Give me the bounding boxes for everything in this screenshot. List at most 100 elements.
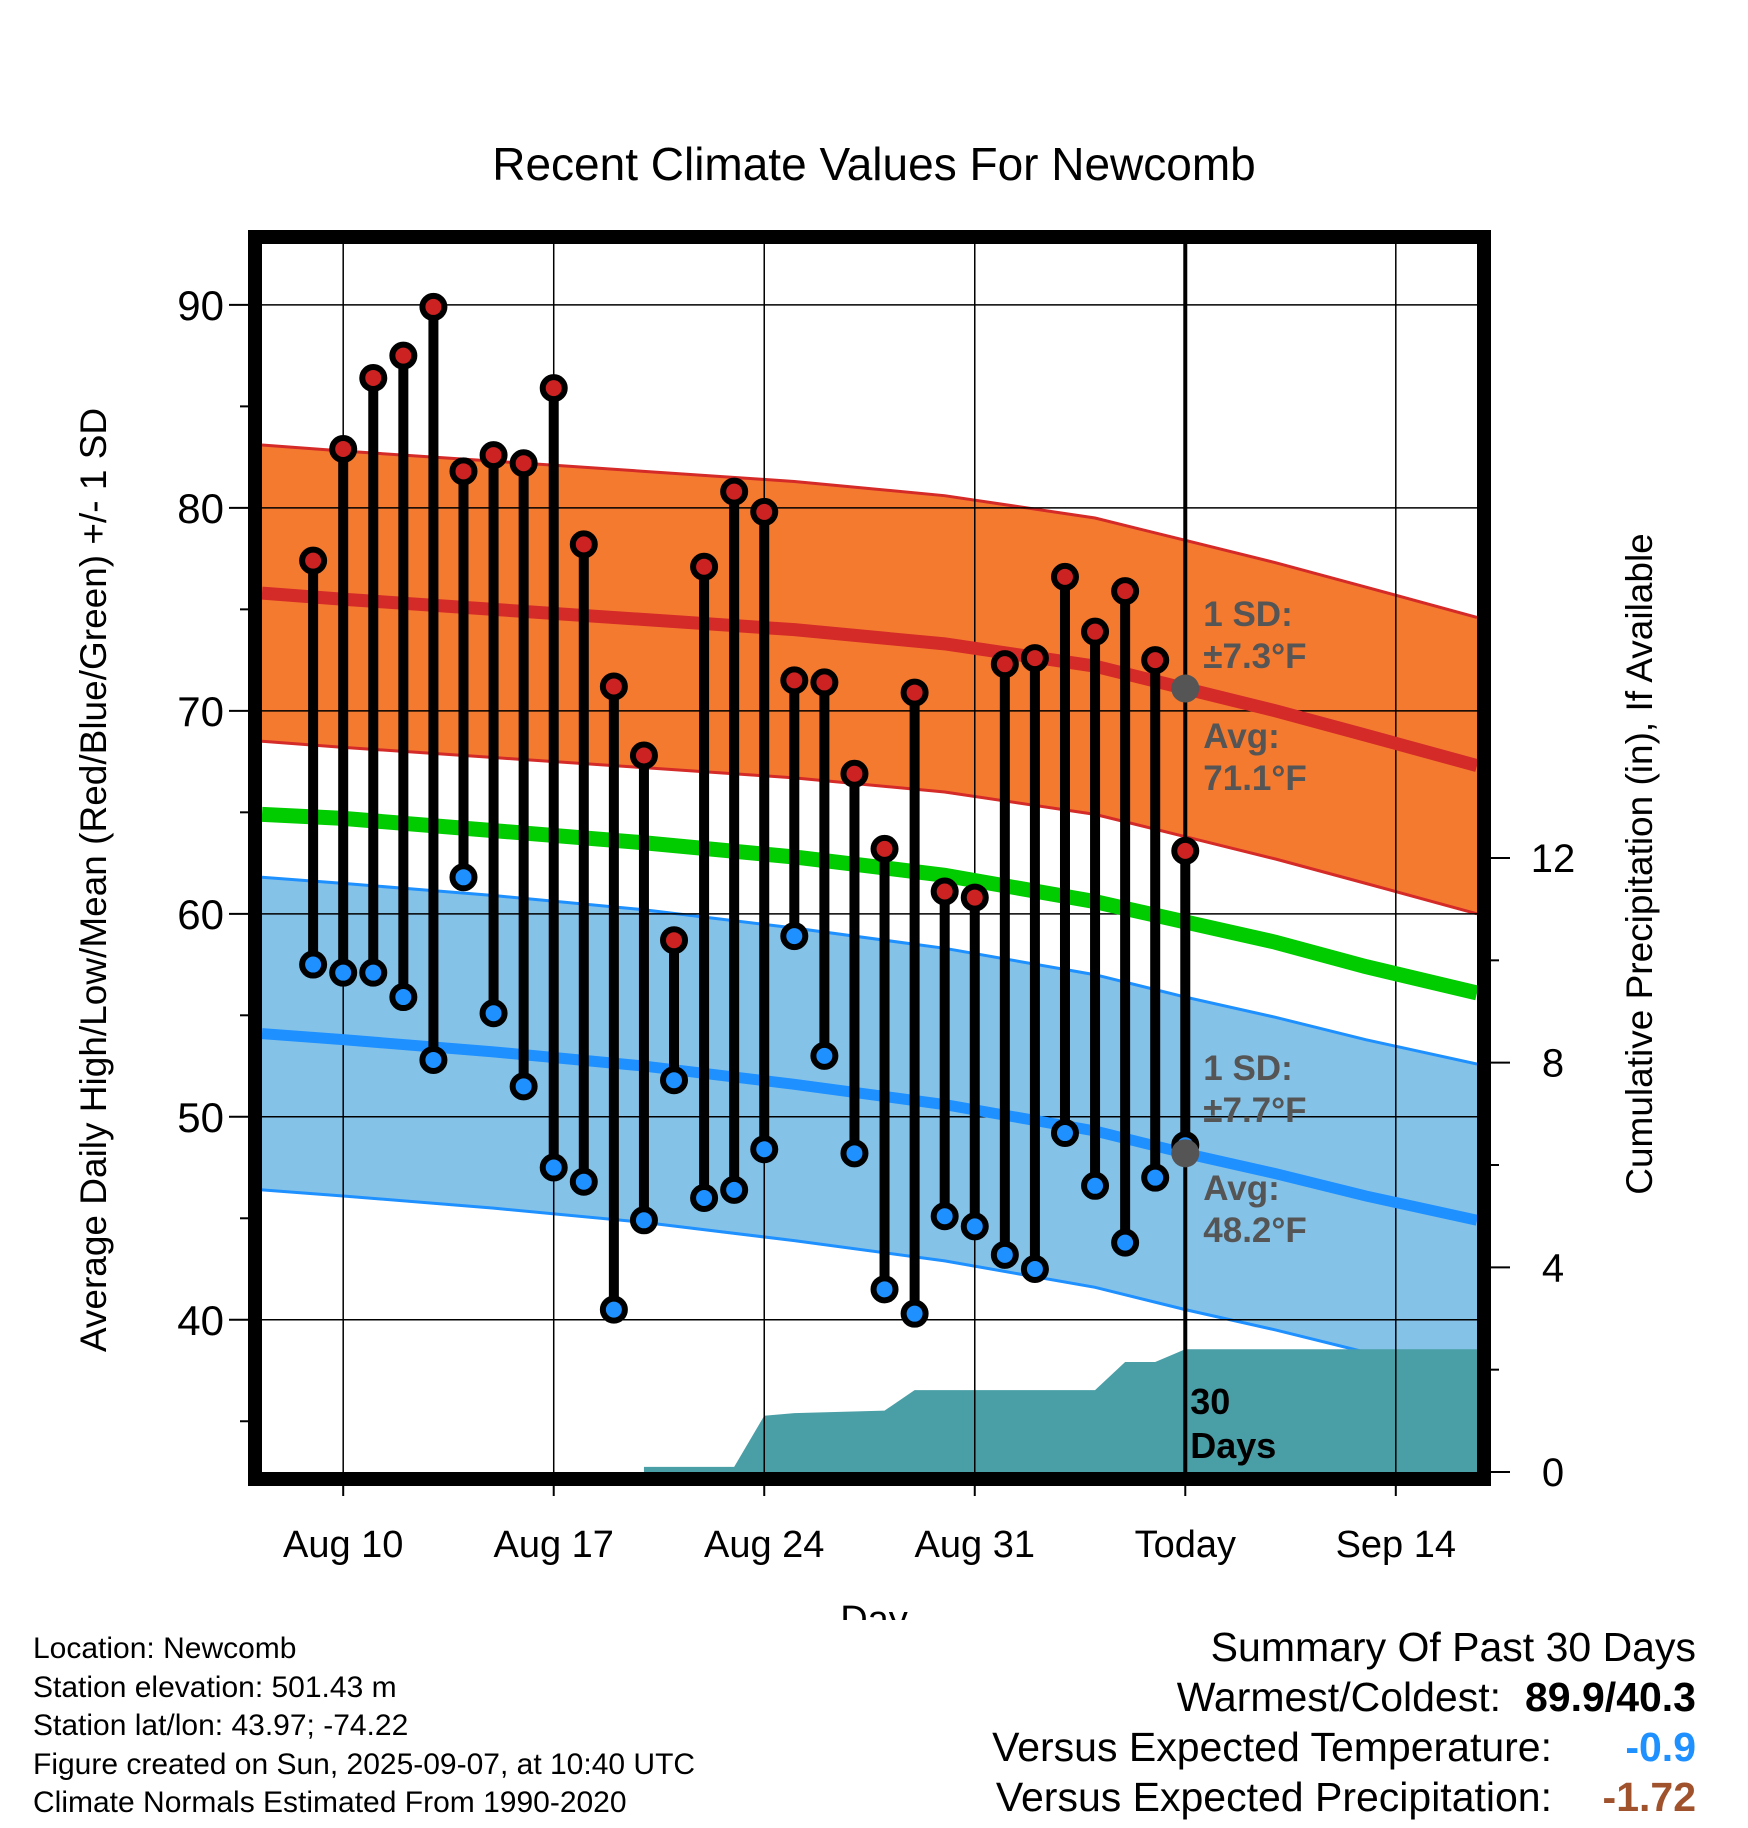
daily-low-point — [840, 1139, 869, 1168]
daily-high-point — [599, 672, 628, 701]
x-tick-label: Today — [1135, 1524, 1236, 1566]
today-avg-high-marker — [1171, 674, 1200, 703]
high-sd-band — [262, 444, 1477, 914]
daily-low-point — [479, 999, 508, 1028]
daily-low-point — [329, 958, 358, 987]
days-word-label: Days — [1190, 1425, 1276, 1466]
y-right-tick-label: 4 — [1542, 1246, 1564, 1290]
summary-panel: Summary Of Past 30 Days Warmest/Coldest:… — [992, 1622, 1696, 1822]
daily-high-point — [900, 678, 929, 707]
plot-inner — [262, 244, 1477, 1472]
daily-high-point — [569, 530, 598, 559]
x-axis-label: Day — [840, 1599, 908, 1620]
daily-low-point — [900, 1299, 929, 1328]
y-right-tick-label: 12 — [1531, 837, 1576, 881]
summary-precip-row: Versus Expected Precipitation: -1.72 — [992, 1772, 1696, 1822]
daily-low-point — [990, 1240, 1019, 1269]
daily-high-point — [990, 650, 1019, 679]
precip-area — [643, 1349, 1477, 1472]
daily-low-point — [960, 1212, 989, 1241]
x-tick-label: Sep 14 — [1336, 1524, 1456, 1566]
y-left-tick-label: 60 — [177, 891, 224, 938]
daily-low-point — [1141, 1163, 1170, 1192]
daily-high-point — [419, 292, 448, 321]
summary-temp-row: Versus Expected Temperature: -0.9 — [992, 1722, 1696, 1772]
chart-title: Recent Climate Values For Newcomb — [492, 138, 1256, 190]
low-sd-value: ±7.7°F — [1203, 1091, 1306, 1130]
daily-high-point — [359, 363, 388, 392]
normals-text: Climate Normals Estimated From 1990-2020 — [33, 1786, 627, 1819]
daily-high-point — [629, 741, 658, 770]
climate-chart: Recent Climate Values For Newcomb 1 SD:±… — [73, 138, 1660, 1620]
daily-low-point — [509, 1072, 538, 1101]
high-sd-label: 1 SD: — [1203, 595, 1292, 634]
daily-high-point — [690, 552, 719, 581]
daily-low-point — [1111, 1228, 1140, 1257]
y-left-tick-label: 50 — [177, 1094, 224, 1141]
daily-low-point — [629, 1206, 658, 1235]
daily-high-point — [720, 477, 749, 506]
high-avg-label: Avg: — [1203, 717, 1279, 756]
precip-vs-expected-label: Versus Expected Precipitation: — [995, 1774, 1552, 1820]
y-right-tick-label: 0 — [1542, 1451, 1564, 1495]
low-avg-label: Avg: — [1203, 1169, 1279, 1208]
normal-mean-line — [262, 806, 1477, 1001]
daily-high-point — [660, 926, 689, 955]
normal-high-line — [262, 586, 1477, 772]
low-band-lower-edge — [262, 1188, 1477, 1379]
latlon-text: Station lat/lon: 43.97; -74.22 — [33, 1709, 409, 1742]
daily-low-point — [1050, 1119, 1079, 1148]
daily-high-point — [1081, 617, 1110, 646]
today-avg-low-marker — [1171, 1139, 1200, 1168]
daily-low-point — [359, 958, 388, 987]
daily-high-point — [930, 877, 959, 906]
daily-low-point — [389, 983, 418, 1012]
y-axis-right-label: Cumulative Precipitation (in), If Availa… — [1619, 533, 1660, 1195]
daily-high-point — [509, 449, 538, 478]
y-left-tick-label: 80 — [177, 485, 224, 532]
daily-high-point — [479, 441, 508, 470]
y-left-tick-label: 90 — [177, 282, 224, 329]
high-sd-value: ±7.3°F — [1203, 637, 1306, 676]
low-sd-label: 1 SD: — [1203, 1049, 1292, 1088]
created-text: Figure created on Sun, 2025-09-07, at 10… — [33, 1747, 696, 1781]
summary-warm-cold-row: Warmest/Coldest: 89.9/40.3 — [992, 1672, 1696, 1722]
daily-high-point — [449, 457, 478, 486]
daily-low-point — [599, 1295, 628, 1324]
x-tick-label: Aug 31 — [915, 1524, 1035, 1566]
temp-vs-expected-label: Versus Expected Temperature: — [992, 1724, 1552, 1770]
daily-high-point — [1020, 644, 1049, 673]
elevation-text: Station elevation: 501.43 m — [33, 1670, 397, 1704]
precip-vs-expected-value: -1.72 — [1602, 1774, 1696, 1820]
daily-low-point — [690, 1183, 719, 1212]
x-tick-label: Aug 24 — [704, 1524, 824, 1566]
high-band-upper-edge — [262, 443, 1477, 619]
daily-low-point — [299, 950, 328, 979]
daily-low-point — [720, 1175, 749, 1204]
daily-high-point — [960, 883, 989, 912]
high-avg-value: 71.1°F — [1203, 759, 1307, 798]
daily-low-point — [449, 863, 478, 892]
warm-cold-value: 89.9/40.3 — [1525, 1674, 1696, 1720]
daily-low-point — [750, 1135, 779, 1164]
daily-low-point — [810, 1041, 839, 1070]
warm-cold-label: Warmest/Coldest: — [1176, 1674, 1501, 1720]
daily-low-point — [660, 1066, 689, 1095]
daily-low-point — [870, 1275, 899, 1304]
station-info: Location: Newcomb Station elevation: 501… — [33, 1630, 695, 1823]
daily-high-point — [750, 497, 779, 526]
daily-low-point — [930, 1202, 959, 1231]
high-band-lower-edge — [262, 739, 1477, 916]
temp-vs-expected-value: -0.9 — [1625, 1724, 1696, 1770]
low-avg-value: 48.2°F — [1203, 1211, 1307, 1250]
y-right-tick-label: 8 — [1542, 1042, 1564, 1086]
daily-high-point — [810, 668, 839, 697]
daily-high-point — [1141, 646, 1170, 675]
daily-high-point — [840, 759, 869, 788]
daily-low-point — [569, 1167, 598, 1196]
daily-high-point — [389, 341, 418, 370]
daily-high-point — [539, 374, 568, 403]
y-left-tick-label: 40 — [177, 1297, 224, 1344]
daily-low-point — [419, 1045, 448, 1074]
